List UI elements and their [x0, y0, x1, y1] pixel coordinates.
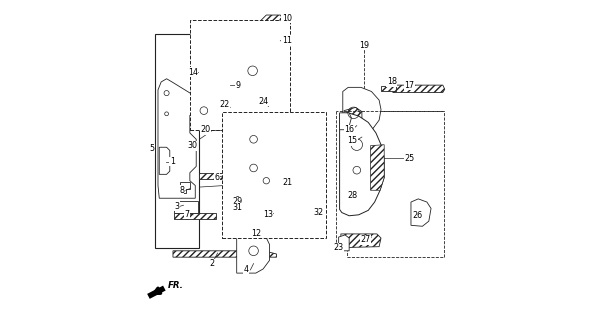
Polygon shape — [225, 113, 292, 234]
Text: 25: 25 — [405, 154, 415, 163]
Text: 14: 14 — [188, 68, 198, 77]
Polygon shape — [199, 173, 238, 179]
Text: 20: 20 — [201, 125, 211, 134]
Text: 5: 5 — [149, 144, 154, 153]
Text: 26: 26 — [413, 211, 422, 220]
Polygon shape — [411, 199, 431, 226]
Polygon shape — [370, 145, 384, 190]
Polygon shape — [225, 114, 237, 130]
Polygon shape — [260, 15, 284, 41]
Circle shape — [236, 203, 240, 207]
Text: 15: 15 — [347, 136, 358, 145]
Text: 4: 4 — [244, 265, 249, 275]
Polygon shape — [266, 209, 279, 225]
Text: 8: 8 — [179, 186, 184, 195]
Text: 10: 10 — [281, 14, 292, 23]
Polygon shape — [174, 212, 216, 219]
Polygon shape — [393, 85, 445, 92]
Text: 24: 24 — [258, 97, 268, 106]
Polygon shape — [158, 79, 196, 198]
Polygon shape — [339, 113, 384, 216]
Polygon shape — [316, 207, 324, 218]
Polygon shape — [339, 235, 349, 251]
Bar — [222, 112, 326, 238]
Text: 21: 21 — [283, 178, 293, 187]
Polygon shape — [155, 34, 199, 248]
Polygon shape — [262, 101, 279, 123]
Text: FR.: FR. — [167, 281, 184, 290]
Polygon shape — [193, 34, 222, 126]
Text: 17: 17 — [405, 81, 415, 90]
Polygon shape — [339, 113, 352, 130]
Polygon shape — [286, 166, 298, 187]
Polygon shape — [341, 234, 381, 248]
Text: 16: 16 — [344, 125, 354, 134]
Circle shape — [236, 197, 240, 201]
Polygon shape — [237, 232, 269, 273]
Text: 6: 6 — [214, 173, 219, 182]
Polygon shape — [343, 87, 381, 136]
Text: 1: 1 — [170, 157, 175, 166]
Text: 9: 9 — [235, 81, 240, 90]
Polygon shape — [249, 41, 284, 56]
Text: 13: 13 — [263, 210, 273, 219]
Text: 19: 19 — [359, 41, 369, 50]
Circle shape — [254, 232, 259, 236]
Text: 7: 7 — [184, 210, 189, 219]
Polygon shape — [381, 86, 396, 92]
Text: 32: 32 — [313, 208, 324, 217]
Text: 18: 18 — [387, 77, 397, 86]
Polygon shape — [174, 201, 199, 212]
Text: 27: 27 — [360, 235, 370, 244]
Text: 29: 29 — [233, 197, 243, 206]
Text: 28: 28 — [347, 190, 358, 200]
Polygon shape — [344, 108, 362, 131]
Text: 31: 31 — [233, 203, 243, 212]
Polygon shape — [223, 34, 286, 116]
Text: 2: 2 — [210, 259, 214, 268]
Text: 23: 23 — [333, 243, 344, 252]
Polygon shape — [173, 251, 277, 257]
Text: 11: 11 — [281, 36, 292, 45]
Text: 30: 30 — [187, 141, 197, 150]
Polygon shape — [159, 147, 170, 174]
Text: 12: 12 — [251, 229, 261, 238]
Bar — [190, 20, 290, 130]
Text: 3: 3 — [175, 202, 179, 211]
Polygon shape — [180, 182, 190, 194]
Text: 22: 22 — [220, 100, 230, 109]
